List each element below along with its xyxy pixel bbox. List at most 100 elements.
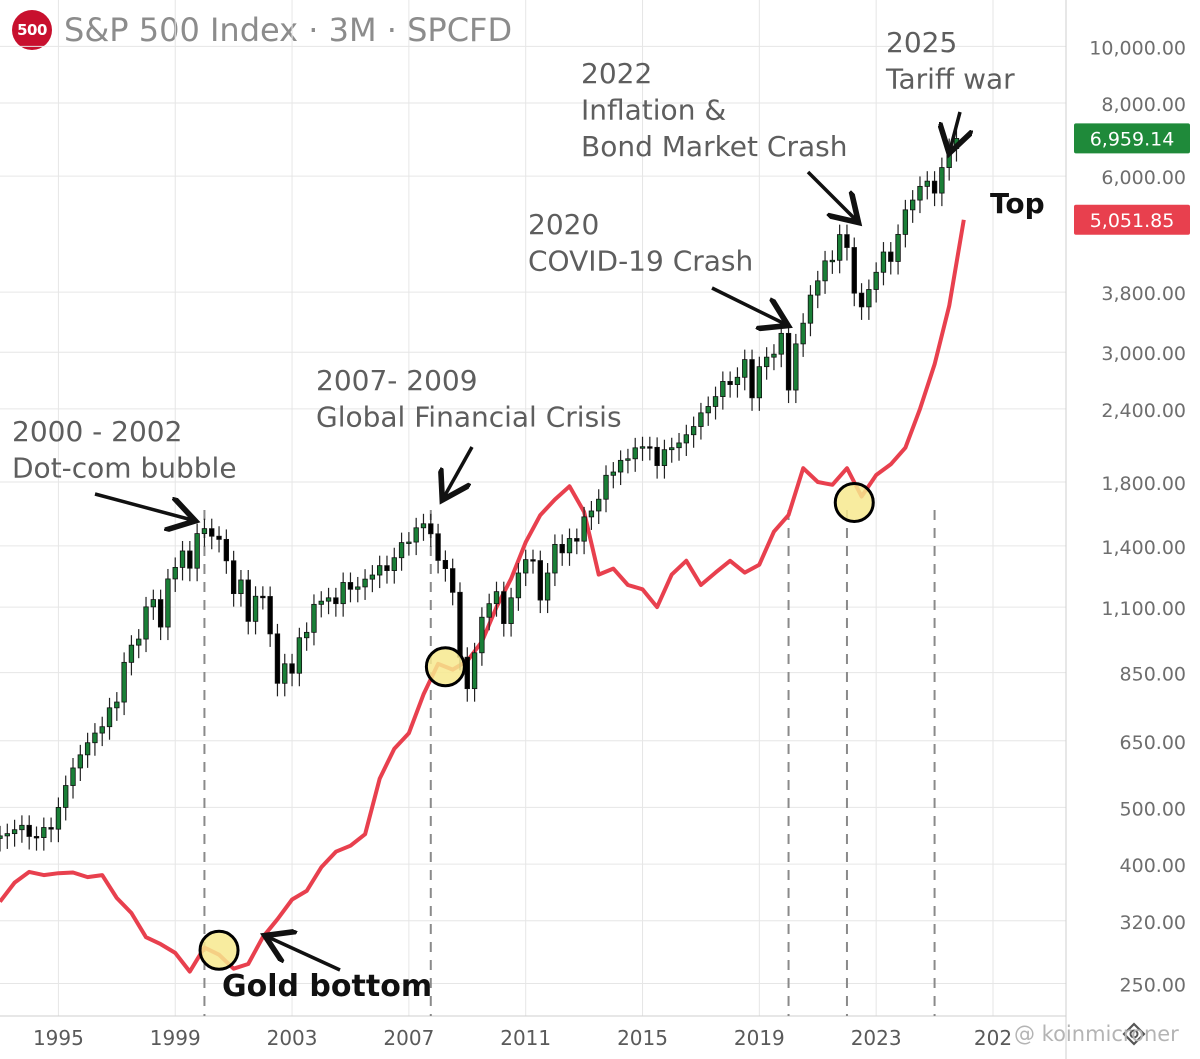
candle — [501, 591, 507, 624]
candle — [157, 599, 164, 628]
candle — [471, 652, 478, 690]
candle — [771, 353, 777, 358]
candle — [238, 579, 244, 595]
x-tick-label: 1999 — [150, 1026, 201, 1050]
candle — [391, 557, 397, 571]
candle — [340, 582, 346, 605]
y-tick-label: 2,400.00 — [1101, 400, 1186, 422]
x-tick-label: 2003 — [267, 1026, 318, 1050]
candle — [41, 827, 47, 838]
candle — [289, 663, 295, 674]
candle — [48, 827, 54, 830]
candle — [92, 732, 98, 744]
grid — [0, 0, 1066, 1016]
chart-settings-icon[interactable] — [1122, 1022, 1146, 1046]
annotation-arrow — [950, 111, 960, 150]
candle — [311, 603, 317, 633]
candle — [347, 582, 354, 590]
candle — [11, 829, 18, 835]
y-tick-label: 400.00 — [1120, 855, 1186, 877]
candle — [574, 538, 580, 542]
candle — [661, 449, 668, 466]
candle — [223, 538, 230, 562]
annotation-text: Tariff war — [885, 62, 1015, 95]
candle — [603, 474, 609, 500]
x-tick-label: 2015 — [617, 1026, 668, 1050]
y-tick-label: 320.00 — [1120, 912, 1186, 934]
candle — [720, 381, 726, 398]
x-tick-label: 2011 — [500, 1026, 551, 1050]
y-tick-label: 1,400.00 — [1101, 537, 1186, 559]
candle — [216, 535, 222, 540]
y-tick-label: 3,800.00 — [1101, 283, 1186, 305]
candle — [800, 322, 806, 345]
annotation-text: 2000 - 2002 — [12, 415, 182, 448]
candle — [902, 209, 909, 235]
candle — [566, 538, 573, 554]
y-tick-label: 8,000.00 — [1101, 94, 1186, 116]
candle — [581, 516, 587, 542]
candle — [384, 565, 390, 571]
candle — [639, 446, 646, 449]
candle — [924, 180, 930, 187]
candle — [742, 359, 748, 378]
annotation-text: COVID-19 Crash — [528, 244, 753, 277]
candle — [4, 833, 10, 837]
candle — [84, 742, 91, 756]
candle — [136, 638, 142, 646]
candle — [303, 631, 310, 639]
candle — [888, 251, 894, 262]
y-tick-label: 1,100.00 — [1101, 598, 1186, 620]
y-tick-label: 850.00 — [1120, 664, 1186, 686]
candle — [106, 707, 113, 728]
candle — [756, 366, 763, 399]
annotation-text: 2007- 2009 — [316, 364, 478, 397]
candle — [544, 572, 551, 601]
candle — [55, 807, 62, 830]
annotation-text: Inflation & — [581, 93, 726, 126]
y-tick-label: 250.00 — [1120, 975, 1186, 997]
y-tick-label: 6,000.00 — [1101, 167, 1186, 189]
gold-series-line — [0, 219, 966, 974]
annotation-text: Gold bottom — [222, 969, 432, 1004]
candle — [201, 528, 208, 535]
candle — [194, 533, 200, 569]
candle — [479, 616, 485, 654]
price-tag — [1074, 123, 1190, 154]
candle — [931, 180, 938, 194]
candle — [63, 785, 69, 808]
candle — [230, 560, 237, 595]
candle — [895, 233, 901, 262]
candle — [698, 412, 704, 427]
candle — [851, 247, 857, 294]
annotation-text: Global Financial Crisis — [316, 400, 622, 433]
annotation-text: 2020 — [528, 208, 599, 241]
annotation-text: Dot-com bubble — [12, 451, 237, 484]
x-tick-label: 1995 — [33, 1026, 84, 1050]
candle — [33, 836, 40, 839]
candle — [464, 656, 470, 690]
candle — [172, 567, 178, 580]
candle — [165, 578, 171, 628]
annotation-arrow — [806, 170, 856, 220]
candle — [70, 767, 76, 786]
candle — [77, 754, 83, 769]
candle — [114, 701, 120, 709]
candle — [260, 595, 266, 599]
annotation-text: Bond Market Crash — [581, 130, 847, 163]
candle — [19, 824, 25, 831]
candle — [457, 591, 463, 658]
sp500-candles — [0, 128, 960, 852]
chart-title[interactable]: S&P 500 Index · 3M · SPCFD — [64, 11, 513, 49]
candle — [712, 396, 719, 407]
candle — [333, 597, 339, 605]
y-tick-label: 3,000.00 — [1101, 343, 1186, 365]
candle — [0, 835, 3, 839]
chart-header: 500 S&P 500 Index · 3M · SPCFD — [12, 8, 512, 52]
x-tick-label: 2019 — [734, 1026, 785, 1050]
candle — [683, 434, 689, 444]
candle — [880, 251, 887, 273]
x-tick-label: 2007 — [383, 1026, 434, 1050]
